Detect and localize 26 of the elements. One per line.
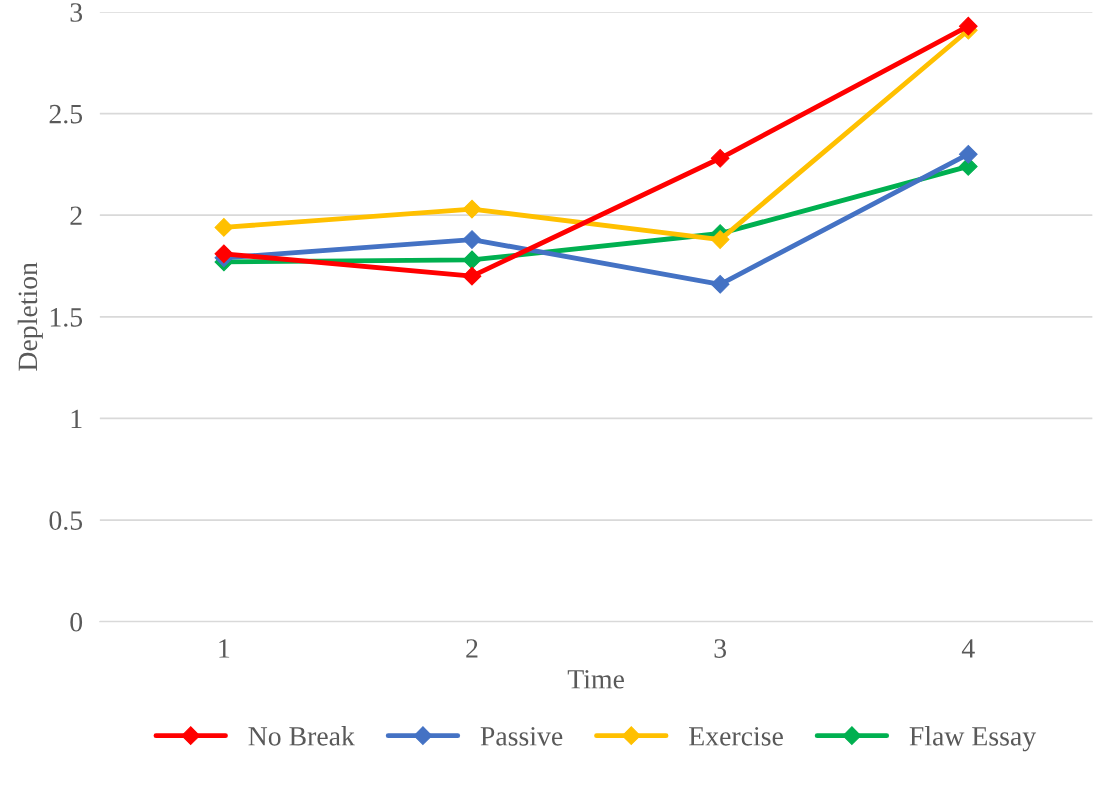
point bbox=[710, 230, 730, 249]
y-axis-title: Depletion bbox=[17, 262, 43, 371]
point bbox=[462, 230, 482, 249]
y-tick-label: 1 bbox=[71, 409, 82, 429]
x-axis-title: Time bbox=[567, 669, 624, 689]
point bbox=[958, 144, 978, 164]
x-tick-label: 4 bbox=[961, 639, 975, 658]
legend-label: No Break bbox=[248, 726, 355, 746]
point bbox=[462, 266, 482, 286]
point bbox=[462, 199, 482, 219]
y-tick-label: 2 bbox=[70, 206, 82, 225]
x-tick-label: 3 bbox=[714, 639, 727, 658]
y-tick-label: 2.5 bbox=[49, 104, 83, 124]
x-tick-label: 1 bbox=[219, 639, 230, 658]
legend-label: Exercise bbox=[689, 726, 783, 746]
y-tick-label: 3 bbox=[70, 3, 83, 22]
point bbox=[710, 274, 730, 294]
y-tick-label: 0.5 bbox=[49, 511, 83, 531]
point bbox=[710, 148, 730, 168]
x-tick-label: 2 bbox=[466, 639, 478, 658]
point bbox=[462, 250, 482, 270]
y-tick-label: 1.5 bbox=[50, 308, 83, 327]
legend-label: Flaw Essay bbox=[909, 726, 1037, 752]
legend-label: Passive bbox=[480, 726, 563, 746]
point bbox=[214, 218, 234, 237]
y-tick-label: 0 bbox=[70, 612, 83, 632]
